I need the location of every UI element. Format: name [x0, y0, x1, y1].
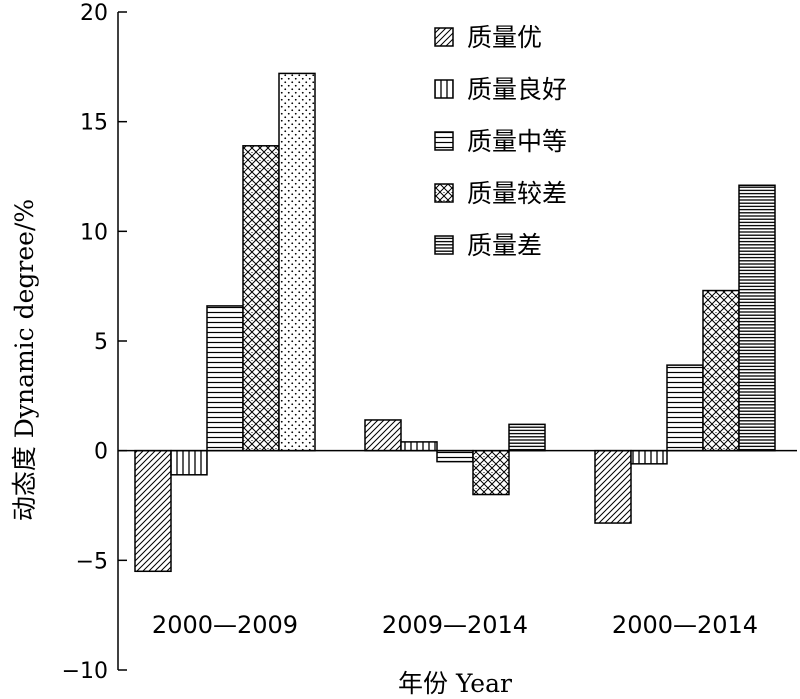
- bar: [666, 364, 704, 452]
- legend-swatch: [434, 131, 454, 151]
- y-tick-label: 15: [80, 111, 108, 136]
- y-tick-label: 0: [94, 440, 108, 465]
- legend-swatch: [434, 235, 454, 255]
- legend-swatch: [434, 27, 454, 47]
- y-tick-label: −5: [76, 549, 108, 574]
- legend-swatch: [434, 79, 454, 99]
- y-axis-title: 动态度 Dynamic degree/%: [10, 199, 39, 521]
- bar: [472, 449, 510, 496]
- bar: [738, 184, 776, 452]
- legend-swatch: [434, 183, 454, 203]
- bar: [364, 419, 402, 452]
- category-label: 2000—2014: [612, 611, 758, 639]
- y-ticks: −10 −5 0 5 10 15 20: [62, 1, 127, 684]
- category-label: 2009—2014: [382, 611, 528, 639]
- legend-label: 质量中等: [467, 127, 567, 156]
- legend-label: 质量较差: [467, 179, 567, 208]
- bar: [594, 449, 632, 524]
- category-label: 2000—2009: [152, 611, 298, 639]
- bars-layer: [134, 72, 776, 573]
- y-tick-label: 20: [80, 1, 108, 26]
- y-tick-label: −10: [62, 659, 108, 684]
- bar: [134, 449, 172, 573]
- bar: [170, 449, 208, 476]
- y-tick-label: 10: [80, 220, 108, 245]
- bar: [508, 423, 546, 452]
- bar: [436, 449, 474, 463]
- category-labels: 2000—2009 2009—2014 2000—2014: [152, 611, 758, 639]
- legend-label: 质量优: [467, 23, 542, 52]
- legend-label: 质量差: [467, 231, 542, 260]
- bar: [242, 145, 280, 452]
- y-tick-label: 5: [94, 330, 108, 355]
- plot-area: −10 −5 0 5 10 15 20 2000—2009 2009—2014 2000—201…: [62, 1, 797, 684]
- bar: [702, 289, 740, 452]
- bar: [400, 441, 438, 452]
- x-axis-title: 年份 Year: [398, 669, 512, 698]
- bar: [630, 449, 668, 465]
- legend-label: 质量良好: [467, 75, 567, 104]
- bar: [206, 305, 244, 452]
- bar: [278, 72, 316, 452]
